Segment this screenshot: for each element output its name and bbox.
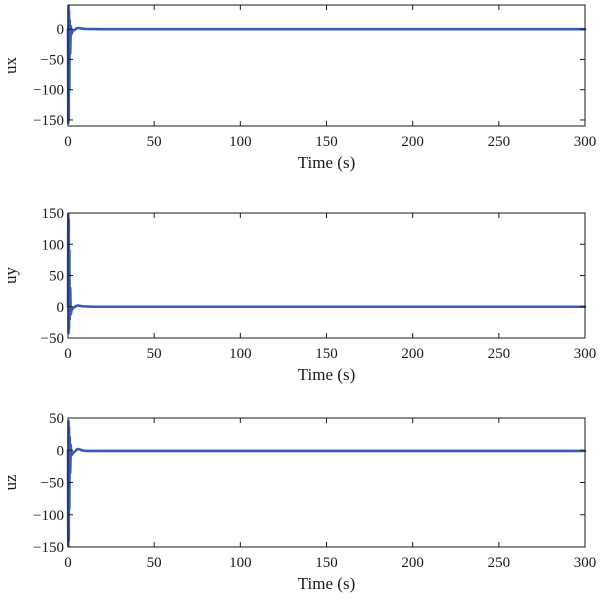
x-tick-label: 250 [488,555,511,571]
x-tick-label: 0 [64,555,72,571]
x-tick-label: 250 [488,134,511,150]
x-tick-label: 0 [64,134,72,150]
y-axis-label: uy [1,267,20,285]
subplot-ux: 0 50 100 150 200 250 300 −150 −100 −50 0 Time (s) ux [1,4,597,172]
y-tick-label: −100 [33,508,64,524]
series-line-uy [66,212,587,335]
x-tick-label: 200 [401,134,424,150]
x-axis-label: Time (s) [298,365,355,384]
y-tick-label: 50 [49,411,64,427]
y-axis-label: uz [1,474,20,491]
series-line-ux [66,4,587,125]
x-axis-label: Time (s) [298,153,355,172]
x-tick-label: 150 [315,346,338,362]
x-tick-label: 150 [315,555,338,571]
x-tick-label: 200 [401,346,424,362]
y-tick-label: −50 [41,52,64,68]
x-tick-label: 100 [229,134,252,150]
y-tick-label: 50 [49,269,64,285]
x-tick-label: 200 [401,555,424,571]
y-tick-label: −50 [41,331,64,347]
x-tick-label: 50 [147,346,162,362]
y-tick-label: 100 [42,237,65,253]
x-tick-label: 250 [488,346,511,362]
x-tick-label: 300 [574,555,597,571]
y-tick-label: −150 [33,113,64,129]
y-tick-label: −150 [33,540,64,556]
x-tick-label: 50 [147,134,162,150]
y-tick-label: 0 [57,22,65,38]
y-tick-label: −50 [41,476,64,492]
x-tick-label: 300 [574,346,597,362]
subplot-uz: 0 50 100 150 200 250 300 −150 −100 −50 0 50 Time (s)… [1,411,596,593]
y-tick-label: −100 [33,83,64,99]
y-tick-label: 0 [57,300,65,316]
x-tick-label: 50 [147,555,162,571]
y-tick-label: 150 [42,206,65,222]
plot-frame [67,417,586,548]
x-tick-label: 150 [315,134,338,150]
plot-frame [67,4,586,127]
x-tick-label: 100 [229,346,252,362]
x-axis-label: Time (s) [298,574,355,593]
y-axis-label: ux [1,57,20,75]
x-tick-label: 100 [229,555,252,571]
x-tick-label: 0 [64,346,72,362]
y-tick-label: 0 [57,443,65,459]
x-tick-label: 300 [574,134,597,150]
plot-frame [67,212,586,339]
series-line-uz [66,419,587,548]
